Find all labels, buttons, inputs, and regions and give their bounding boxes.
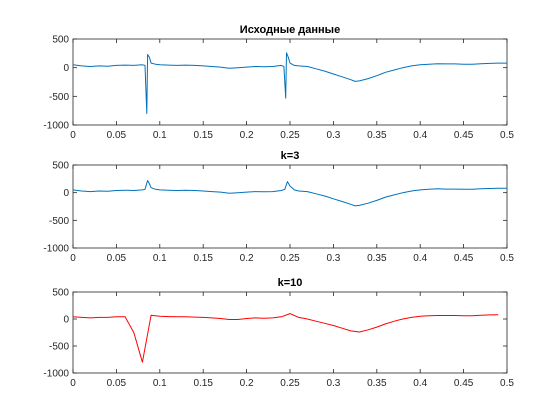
subplot-3-x-tick-label: 0.5 (500, 378, 514, 389)
subplot-3-x-tick-label: 0.2 (240, 378, 254, 389)
subplot-1-title: Исходные данные (240, 24, 340, 36)
subplot-3-series-line (72, 313, 499, 363)
subplot-2-title: k=3 (281, 150, 300, 162)
subplot-2-y-tick-label: -1000 (43, 244, 69, 255)
subplot-2-x-tick-label: 0.1 (153, 253, 167, 264)
subplot-3-y-tick-label: 0 (63, 315, 69, 326)
subplot-2-series-line (72, 180, 507, 207)
subplot-1-y-tick-label: 0 (63, 63, 69, 74)
subplot-1-axes-frame (72, 38, 508, 126)
subplot-1-x-tick-label: 0 (70, 130, 76, 141)
subplot-2-y-tick-label: 0 (63, 188, 69, 199)
subplot-2-x-tick-label: 0.3 (326, 253, 340, 264)
subplot-2-x-tick-label: 0.35 (367, 253, 387, 264)
subplot-3-axes-frame (72, 291, 508, 374)
subplot-1-x-tick-label: 0.15 (193, 130, 213, 141)
subplot-1-x-tick-label: 0.4 (413, 130, 427, 141)
subplot-1-x-tick-label: 0.1 (153, 130, 167, 141)
subplot-2-x-tick-label: 0.15 (193, 253, 213, 264)
subplot-1: Исходные данные 0 0.05 0.1 0.15 0.2 0.25 0.3 0.… (43, 24, 514, 141)
subplot-3-x-tick-label: 0.4 (413, 378, 427, 389)
subplot-2-x-tick-label: 0.2 (240, 253, 254, 264)
subplot-1-plot-area (72, 52, 507, 114)
subplot-3-plot-area (72, 313, 499, 363)
subplot-2-y-tick-label: -500 (49, 216, 69, 227)
subplot-3-title: k=10 (278, 277, 303, 289)
subplot-1-x-tick-label: 0.2 (240, 130, 254, 141)
subplot-1-y-tick-label: 500 (52, 35, 69, 46)
subplot-2-x-tick-label: 0.05 (107, 253, 127, 264)
subplot-3-x-tick-label: 0.15 (193, 378, 213, 389)
subplot-2-x-tick-label: 0.5 (500, 253, 514, 264)
subplot-3-y-tick-label: -1000 (43, 369, 69, 380)
subplot-2-x-tick-label: 0 (70, 253, 76, 264)
subplot-2-x-tick-label: 0.45 (454, 253, 474, 264)
subplot-1-y-tick-label: -1000 (43, 121, 69, 132)
subplot-2: k=3 0 0.05 0.1 0.15 0.2 0.25 0.3 0.35 0.4 0.45 0.5… (43, 150, 514, 264)
subplot-3-x-tick-label: 0 (70, 378, 76, 389)
subplot-3-y-tick-label: 500 (52, 288, 69, 299)
subplot-3-x-tick-label: 0.25 (280, 378, 300, 389)
subplot-1-x-tick-label: 0.5 (500, 130, 514, 141)
subplot-2-x-tick-label: 0.4 (413, 253, 427, 264)
subplot-2-axes-frame (72, 164, 508, 249)
subplot-3-x-tick-label: 0.05 (107, 378, 127, 389)
subplot-1-x-tick-label: 0.35 (367, 130, 387, 141)
subplot-3-x-tick-label: 0.45 (454, 378, 474, 389)
subplot-1-x-tick-label: 0.05 (107, 130, 127, 141)
subplot-1-series-line (72, 52, 507, 114)
subplot-2-x-tick-label: 0.25 (280, 253, 300, 264)
subplot-1-ticks: 0 0.05 0.1 0.15 0.2 0.25 0.3 0.35 0.4 0.45 0.5 -100… (43, 35, 514, 142)
subplot-3: k=10 0 0.05 0.1 0.15 0.2 0.25 0.3 0.35 0.4 0.45 0.… (43, 277, 514, 389)
subplot-3-y-tick-label: -500 (49, 342, 69, 353)
subplot-2-plot-area (72, 180, 507, 207)
subplot-1-x-tick-label: 0.45 (454, 130, 474, 141)
subplot-3-ticks: 0 0.05 0.1 0.15 0.2 0.25 0.3 0.35 0.4 0.45 0.5 -100… (43, 288, 514, 390)
subplot-1-x-tick-label: 0.25 (280, 130, 300, 141)
subplot-3-x-tick-label: 0.3 (326, 378, 340, 389)
subplot-2-ticks: 0 0.05 0.1 0.15 0.2 0.25 0.3 0.35 0.4 0.45 0.5 -100… (43, 161, 514, 265)
subplot-2-y-tick-label: 500 (52, 161, 69, 172)
subplot-3-x-tick-label: 0.35 (367, 378, 387, 389)
subplot-1-y-tick-label: -500 (49, 92, 69, 103)
subplot-1-x-tick-label: 0.3 (326, 130, 340, 141)
subplot-3-x-tick-label: 0.1 (153, 378, 167, 389)
